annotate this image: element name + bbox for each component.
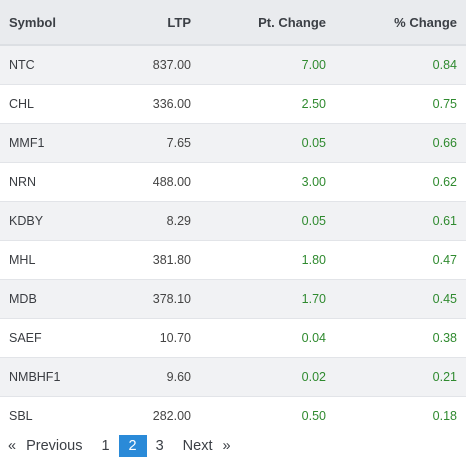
header-row: Symbol LTP Pt. Change % Change xyxy=(0,0,466,46)
column-header-pct-change[interactable]: % Change xyxy=(335,0,466,46)
cell-pct-change: 0.84 xyxy=(335,44,466,84)
cell-pct-change: 0.62 xyxy=(335,161,466,201)
cell-pct-change: 0.75 xyxy=(335,83,466,123)
previous-arrow-icon[interactable]: « xyxy=(8,438,17,454)
cell-pt-change: 0.05 xyxy=(200,200,335,240)
cell-pct-change: 0.18 xyxy=(335,395,466,435)
cell-symbol[interactable]: NRN xyxy=(0,161,110,201)
next-arrow-icon[interactable]: » xyxy=(222,438,231,454)
column-header-pt-change[interactable]: Pt. Change xyxy=(200,0,335,46)
cell-pct-change: 0.38 xyxy=(335,317,466,357)
cell-symbol[interactable]: KDBY xyxy=(0,200,110,240)
cell-pt-change: 0.50 xyxy=(200,395,335,435)
gainers-table: Symbol LTP Pt. Change % Change NTC 837.00… xyxy=(0,0,466,435)
cell-pt-change: 2.50 xyxy=(200,83,335,123)
page-link-1[interactable]: 1 xyxy=(101,438,110,454)
cell-pct-change: 0.61 xyxy=(335,200,466,240)
table-body: NTC 837.00 7.00 0.84 CHL 336.00 2.50 0.75 MMF1 7.… xyxy=(0,44,466,435)
page-link-2-current[interactable]: 2 xyxy=(118,435,147,457)
cell-pt-change: 0.02 xyxy=(200,356,335,396)
table-row[interactable]: KDBY 8.29 0.05 0.61 xyxy=(0,200,466,240)
cell-ltp: 837.00 xyxy=(110,44,200,84)
previous-page-link[interactable]: Previous xyxy=(26,438,83,454)
cell-ltp: 336.00 xyxy=(110,83,200,123)
cell-symbol[interactable]: SBL xyxy=(0,395,110,435)
table-row[interactable]: MDB 378.10 1.70 0.45 xyxy=(0,278,466,318)
page-link-3[interactable]: 3 xyxy=(155,438,164,454)
cell-ltp: 282.00 xyxy=(110,395,200,435)
cell-pt-change: 0.04 xyxy=(200,317,335,357)
cell-ltp: 8.29 xyxy=(110,200,200,240)
cell-pt-change: 3.00 xyxy=(200,161,335,201)
cell-symbol[interactable]: MMF1 xyxy=(0,122,110,162)
cell-symbol[interactable]: MHL xyxy=(0,239,110,279)
cell-ltp: 381.80 xyxy=(110,239,200,279)
cell-pt-change: 0.05 xyxy=(200,122,335,162)
cell-pt-change: 7.00 xyxy=(200,44,335,84)
table-row[interactable]: NRN 488.00 3.00 0.62 xyxy=(0,161,466,201)
table-row[interactable]: MMF1 7.65 0.05 0.66 xyxy=(0,122,466,162)
cell-symbol[interactable]: MDB xyxy=(0,278,110,318)
cell-pct-change: 0.47 xyxy=(335,239,466,279)
cell-ltp: 7.65 xyxy=(110,122,200,162)
table-row[interactable]: NTC 837.00 7.00 0.84 xyxy=(0,44,466,84)
table-row[interactable]: MHL 381.80 1.80 0.47 xyxy=(0,239,466,279)
cell-pct-change: 0.45 xyxy=(335,278,466,318)
table-row[interactable]: SBL 282.00 0.50 0.18 xyxy=(0,395,466,435)
table-row[interactable]: NMBHF1 9.60 0.02 0.21 xyxy=(0,356,466,396)
cell-ltp: 10.70 xyxy=(110,317,200,357)
table-row[interactable]: CHL 336.00 2.50 0.75 xyxy=(0,83,466,123)
cell-symbol[interactable]: SAEF xyxy=(0,317,110,357)
cell-symbol[interactable]: NTC xyxy=(0,44,110,84)
table-header: Symbol LTP Pt. Change % Change xyxy=(0,0,466,46)
table-row[interactable]: SAEF 10.70 0.04 0.38 xyxy=(0,317,466,357)
cell-ltp: 378.10 xyxy=(110,278,200,318)
cell-ltp: 9.60 xyxy=(110,356,200,396)
column-header-symbol[interactable]: Symbol xyxy=(0,0,110,46)
cell-pct-change: 0.66 xyxy=(335,122,466,162)
next-page-link[interactable]: Next xyxy=(182,438,213,454)
column-header-ltp[interactable]: LTP xyxy=(110,0,200,46)
cell-pt-change: 1.80 xyxy=(200,239,335,279)
pagination: « Previous 1 2 3 Next » xyxy=(0,435,231,457)
cell-pct-change: 0.21 xyxy=(335,356,466,396)
cell-ltp: 488.00 xyxy=(110,161,200,201)
cell-symbol[interactable]: CHL xyxy=(0,83,110,123)
cell-pt-change: 1.70 xyxy=(200,278,335,318)
cell-symbol[interactable]: NMBHF1 xyxy=(0,356,110,396)
